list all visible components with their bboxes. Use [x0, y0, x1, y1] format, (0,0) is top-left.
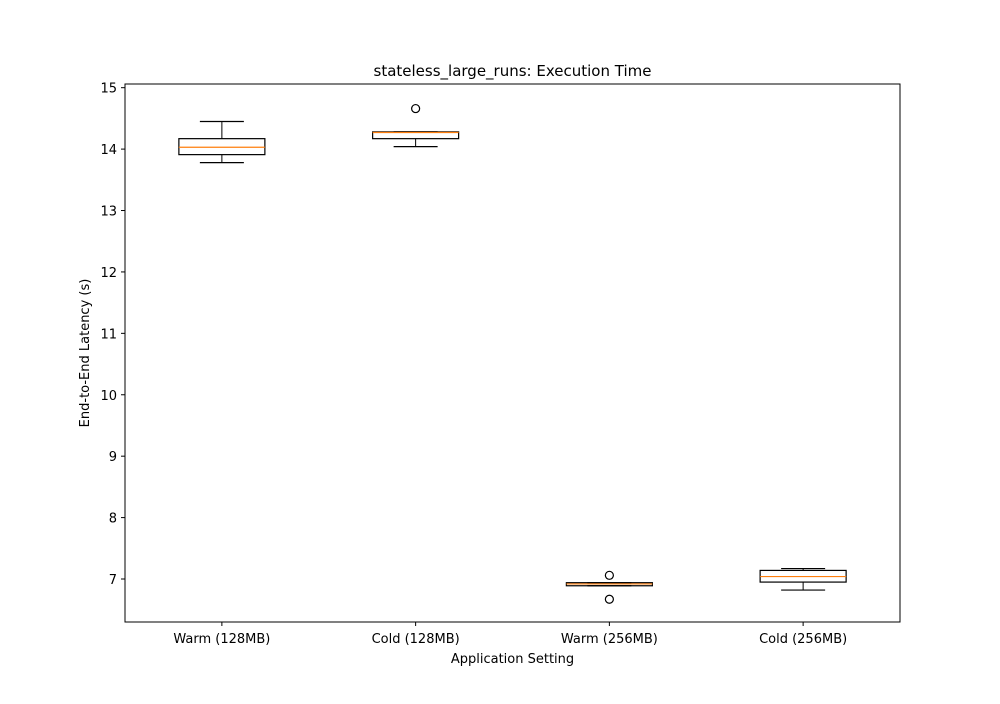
- chart-title: stateless_large_runs: Execution Time: [374, 62, 652, 81]
- y-tick-label: 9: [109, 450, 117, 465]
- y-tick-label: 12: [100, 266, 117, 281]
- y-axis: 7 8 9 10 11 12 13 14 15: [100, 82, 125, 588]
- y-tick-label: 11: [100, 327, 117, 342]
- box-group: [759, 567, 847, 591]
- outlier-point: [411, 103, 421, 114]
- y-tick-label: 13: [100, 205, 117, 220]
- y-axis-label: End-to-End Latency (s): [78, 279, 93, 428]
- outlier-point: [604, 594, 614, 604]
- x-axis-label: Application Setting: [451, 652, 574, 667]
- box-group: [372, 103, 460, 148]
- y-tick-label: 7: [109, 573, 117, 588]
- x-tick-label: Cold (256MB): [759, 632, 847, 647]
- box-series: [178, 103, 847, 604]
- y-tick-label: 14: [100, 143, 117, 158]
- x-axis: Warm (128MB) Cold (128MB) Warm (256MB) Cold…: [173, 622, 847, 647]
- y-tick-label: 8: [109, 512, 117, 527]
- y-tick-label: 15: [100, 82, 117, 97]
- box-group: [178, 120, 266, 164]
- x-tick-label: Warm (128MB): [173, 632, 270, 647]
- box-iqr: [372, 131, 460, 140]
- plot-area: [124, 83, 901, 623]
- outlier-point: [604, 570, 614, 580]
- x-tick-label: Warm (256MB): [561, 632, 658, 647]
- box-iqr: [178, 138, 266, 156]
- box-group: [565, 570, 653, 604]
- x-tick-label: Cold (128MB): [372, 632, 460, 647]
- y-tick-label: 10: [100, 389, 117, 404]
